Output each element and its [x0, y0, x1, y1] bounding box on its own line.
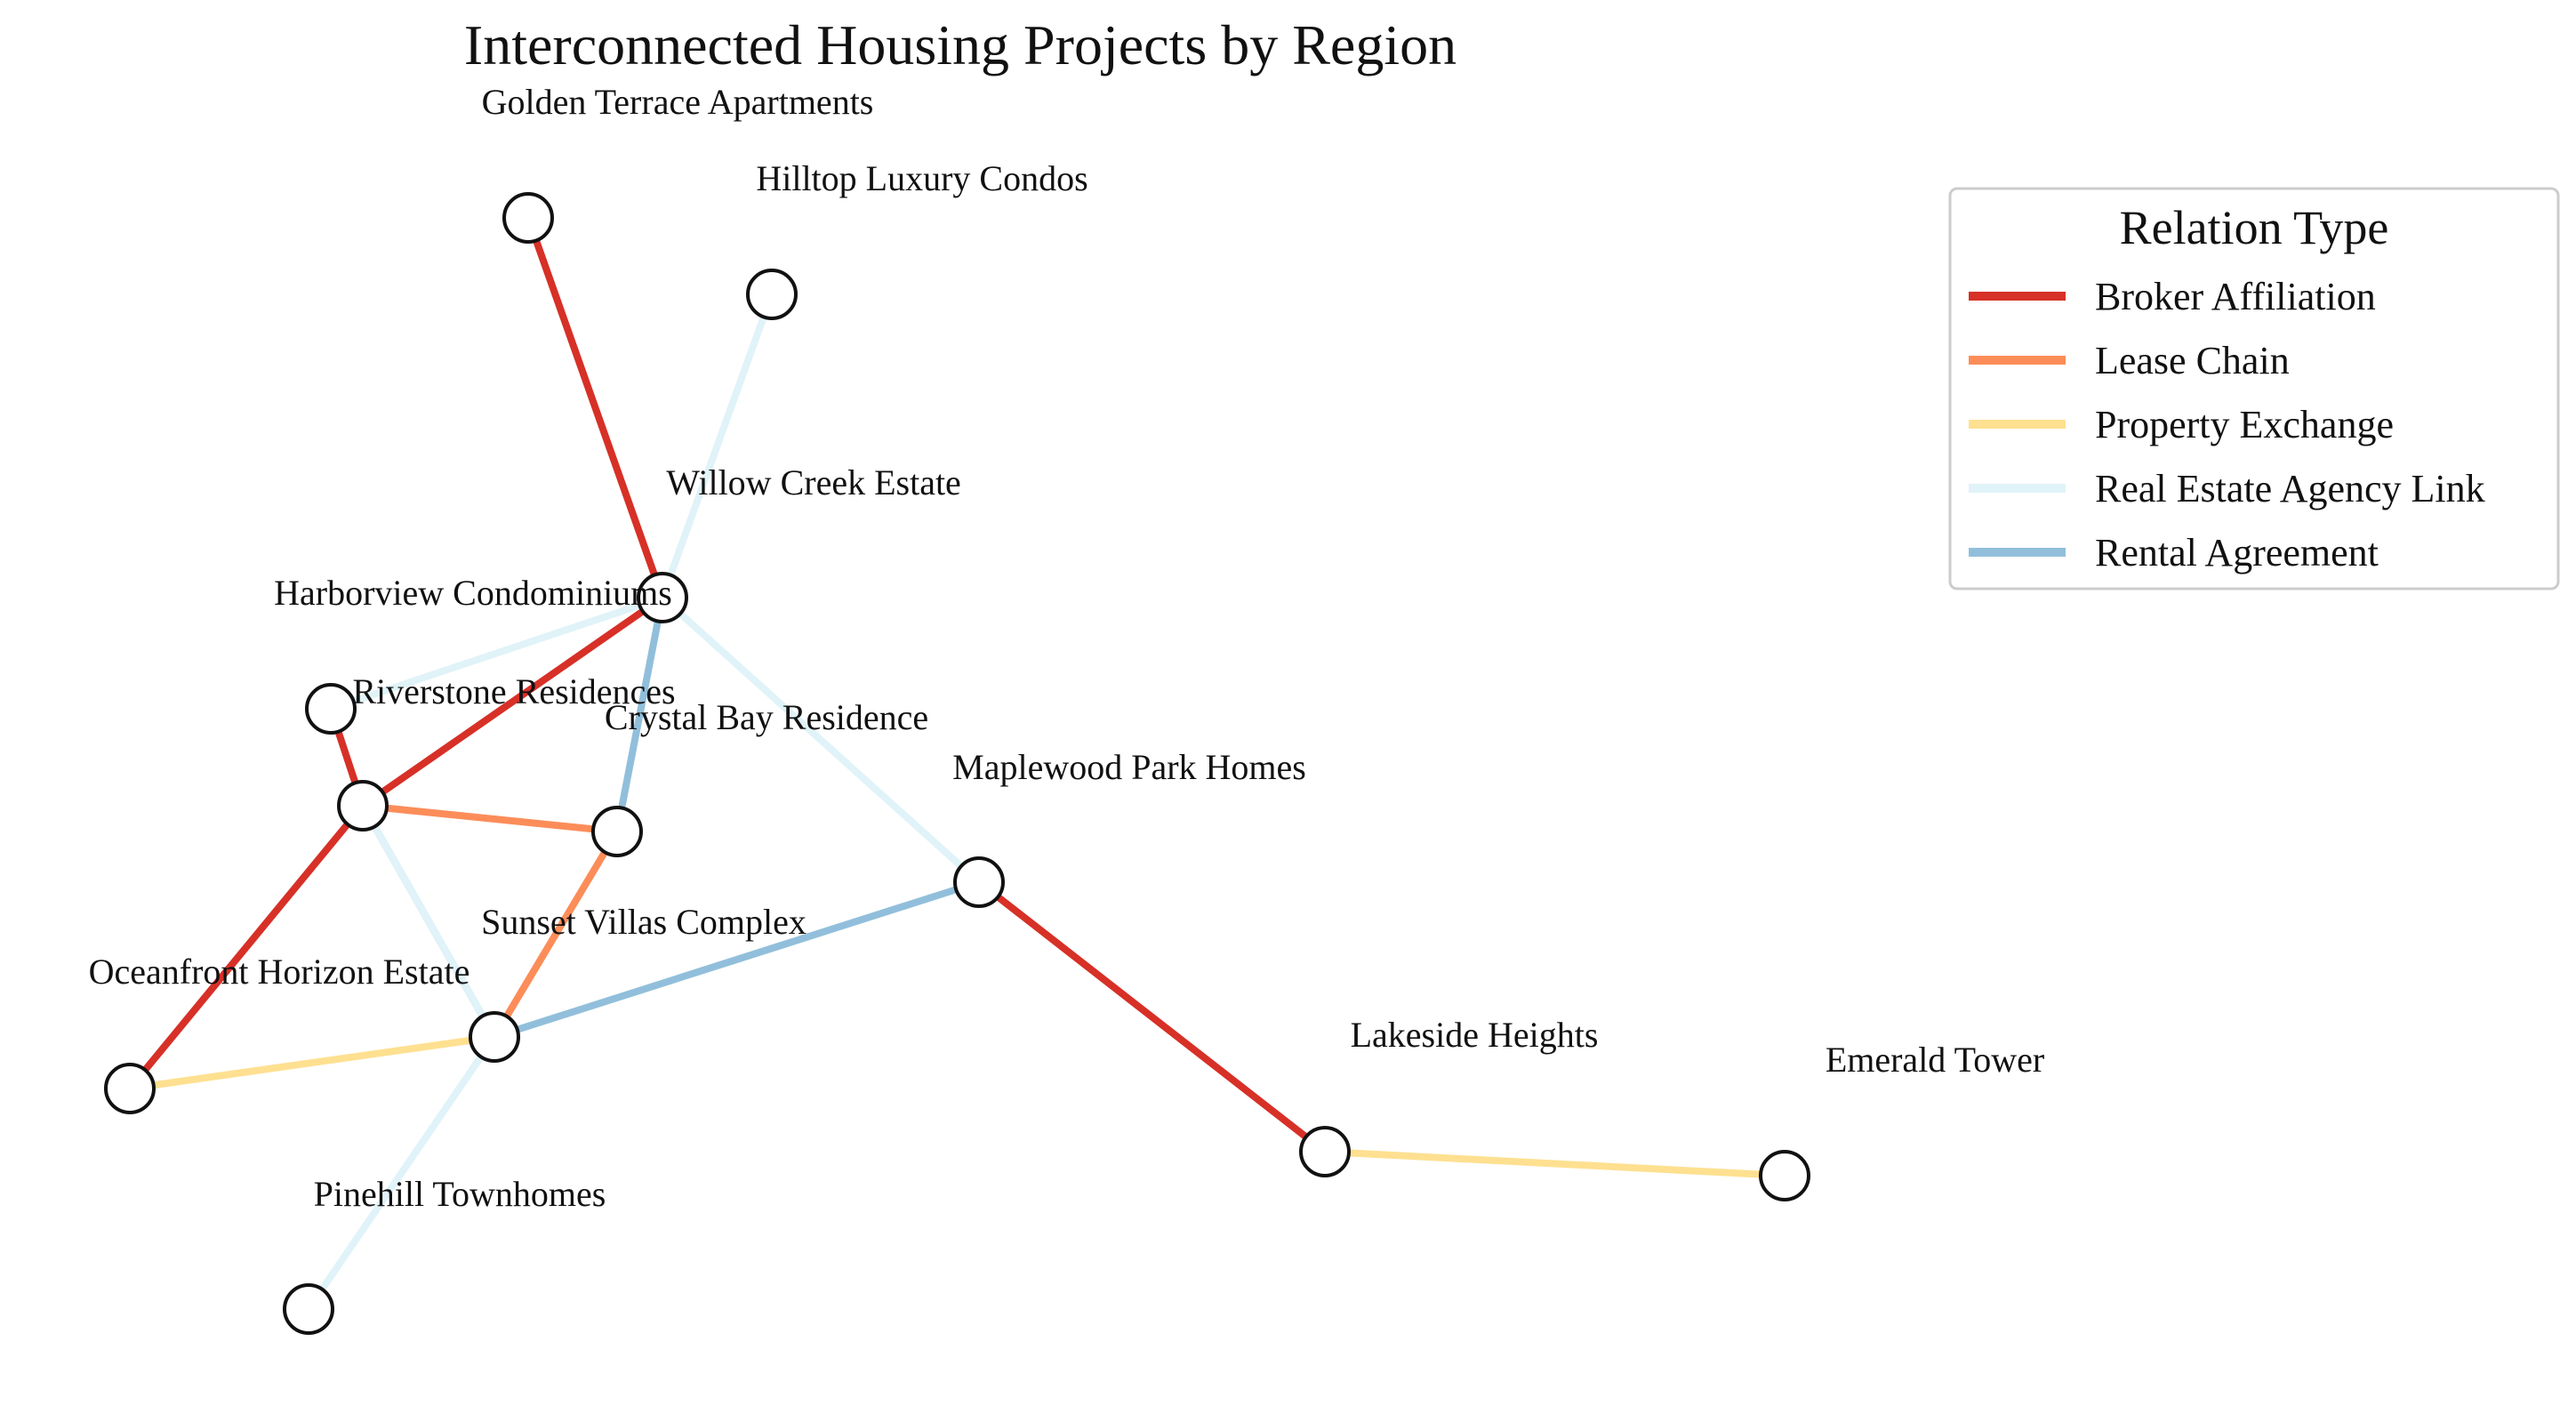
legend-item-rental-agreement: Rental Agreement	[1969, 531, 2379, 574]
node-hilltop	[746, 269, 798, 320]
legend-item-property-exchange: Property Exchange	[1969, 403, 2394, 446]
legend-frame	[1948, 187, 2560, 591]
node-oceanfront	[104, 1063, 156, 1114]
legend-item-lease-chain: Lease Chain	[1969, 339, 2290, 382]
edge-golden-willow	[525, 216, 666, 599]
edge-willow-riverstone	[329, 594, 664, 712]
legend-label: Broker Affiliation	[2095, 275, 2376, 318]
node-riverstone	[305, 683, 357, 735]
edge-crystal-sunset	[491, 829, 621, 1040]
edge-lakeside-emerald	[1324, 1148, 1786, 1179]
labels-layer: Golden Terrace Apartments Hilltop Luxury …	[89, 82, 2045, 1214]
node-harbor	[337, 780, 389, 832]
node-label-golden: Golden Terrace Apartments	[482, 82, 874, 122]
node-label-maplewood: Maplewood Park Homes	[952, 747, 1306, 787]
edge-maplewood-lakeside	[976, 879, 1328, 1155]
edge-sunset-oceanfront	[129, 1033, 495, 1092]
edge-harbor-sunset	[359, 804, 498, 1039]
edge-harbor-oceanfront	[126, 803, 366, 1091]
node-label-oceanfront: Oceanfront Horizon Estate	[89, 952, 470, 992]
legend-label: Real Estate Agency Link	[2095, 467, 2485, 510]
node-label-willow: Willow Creek Estate	[666, 462, 961, 502]
edge-harbor-crystal	[362, 802, 618, 835]
node-maplewood	[953, 856, 1005, 908]
node-label-sunset: Sunset Villas Complex	[481, 902, 807, 942]
node-label-harbor: Harborview Condominiums	[274, 573, 672, 613]
nodes-layer	[104, 192, 1810, 1335]
node-label-pinehill: Pinehill Townhomes	[314, 1174, 606, 1214]
edge-maplewood-sunset	[493, 879, 981, 1040]
legend-items: Broker Affiliation Lease Chain Property Ex…	[1969, 275, 2485, 574]
node-lakeside	[1299, 1126, 1351, 1177]
node-emerald	[1759, 1150, 1810, 1201]
node-crystal	[591, 806, 643, 857]
node-label-crystal: Crystal Bay Residence	[605, 697, 928, 737]
node-label-emerald: Emerald Tower	[1826, 1040, 2044, 1080]
node-label-lakeside: Lakeside Heights	[1351, 1015, 1599, 1055]
node-label-hilltop: Hilltop Luxury Condos	[756, 158, 1087, 198]
edge-sunset-pinehill	[305, 1034, 498, 1312]
edge-willow-harbor	[360, 594, 665, 809]
node-pinehill	[283, 1283, 334, 1335]
edge-willow-crystal	[614, 597, 666, 832]
legend-label: Rental Agreement	[2095, 531, 2379, 574]
node-sunset	[469, 1011, 520, 1063]
legend-item-real-estate-agency-link: Real Estate Agency Link	[1969, 467, 2485, 510]
legend-item-broker-affiliation: Broker Affiliation	[1969, 275, 2376, 318]
legend: Relation Type Broker Affiliation Lease Ch…	[1948, 187, 2560, 591]
node-golden	[502, 192, 554, 244]
edges-layer	[126, 216, 1786, 1312]
node-label-riverstone: Riverstone Residences	[352, 671, 675, 711]
legend-title: Relation Type	[2120, 201, 2389, 254]
edge-willow-maplewood	[660, 595, 982, 885]
legend-label: Property Exchange	[2095, 403, 2394, 446]
edge-hilltop-willow	[659, 293, 775, 599]
node-willow	[637, 572, 688, 623]
chart-title: Interconnected Housing Projects by Regio…	[464, 13, 1457, 76]
legend-label: Lease Chain	[2095, 339, 2290, 382]
